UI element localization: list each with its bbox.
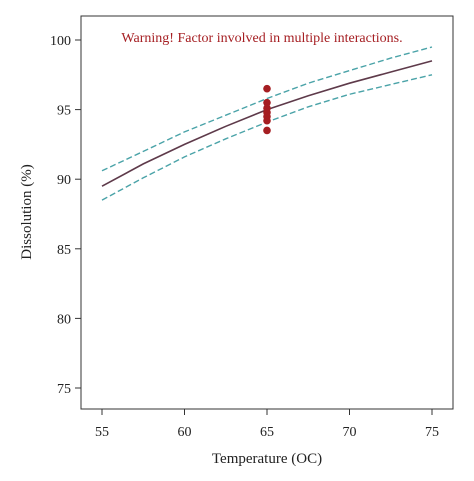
x-tick-label: 70: [343, 425, 357, 440]
y-tick-label: 75: [57, 382, 71, 397]
y-tick-label: 95: [57, 104, 71, 119]
x-axis-label: Temperature (OC): [212, 451, 322, 467]
y-tick-label: 80: [57, 312, 71, 327]
data-point: [263, 126, 271, 135]
x-axis: 55 60 65 70 75: [95, 409, 439, 440]
y-axis: 75 80 85 90 95 100: [50, 34, 81, 397]
lower-interval-line: [101, 74, 433, 201]
y-axis-label: Dissolution (%): [19, 164, 35, 259]
y-tick-label: 90: [57, 173, 71, 188]
y-tick-label: 85: [57, 243, 71, 258]
y-tick-label: 100: [50, 34, 71, 49]
data-point: [263, 98, 271, 107]
plot-frame: [80, 15, 454, 410]
x-tick-label: 65: [260, 425, 274, 440]
x-tick-label: 60: [178, 425, 192, 440]
data-points: [263, 84, 271, 135]
x-tick-label: 75: [425, 425, 439, 440]
x-tick-label: 55: [95, 425, 109, 440]
warning-text: Warning! Factor involved in multiple int…: [121, 31, 402, 46]
upper-interval-line: [101, 46, 433, 172]
data-point: [263, 84, 271, 93]
data-point: [263, 116, 271, 125]
